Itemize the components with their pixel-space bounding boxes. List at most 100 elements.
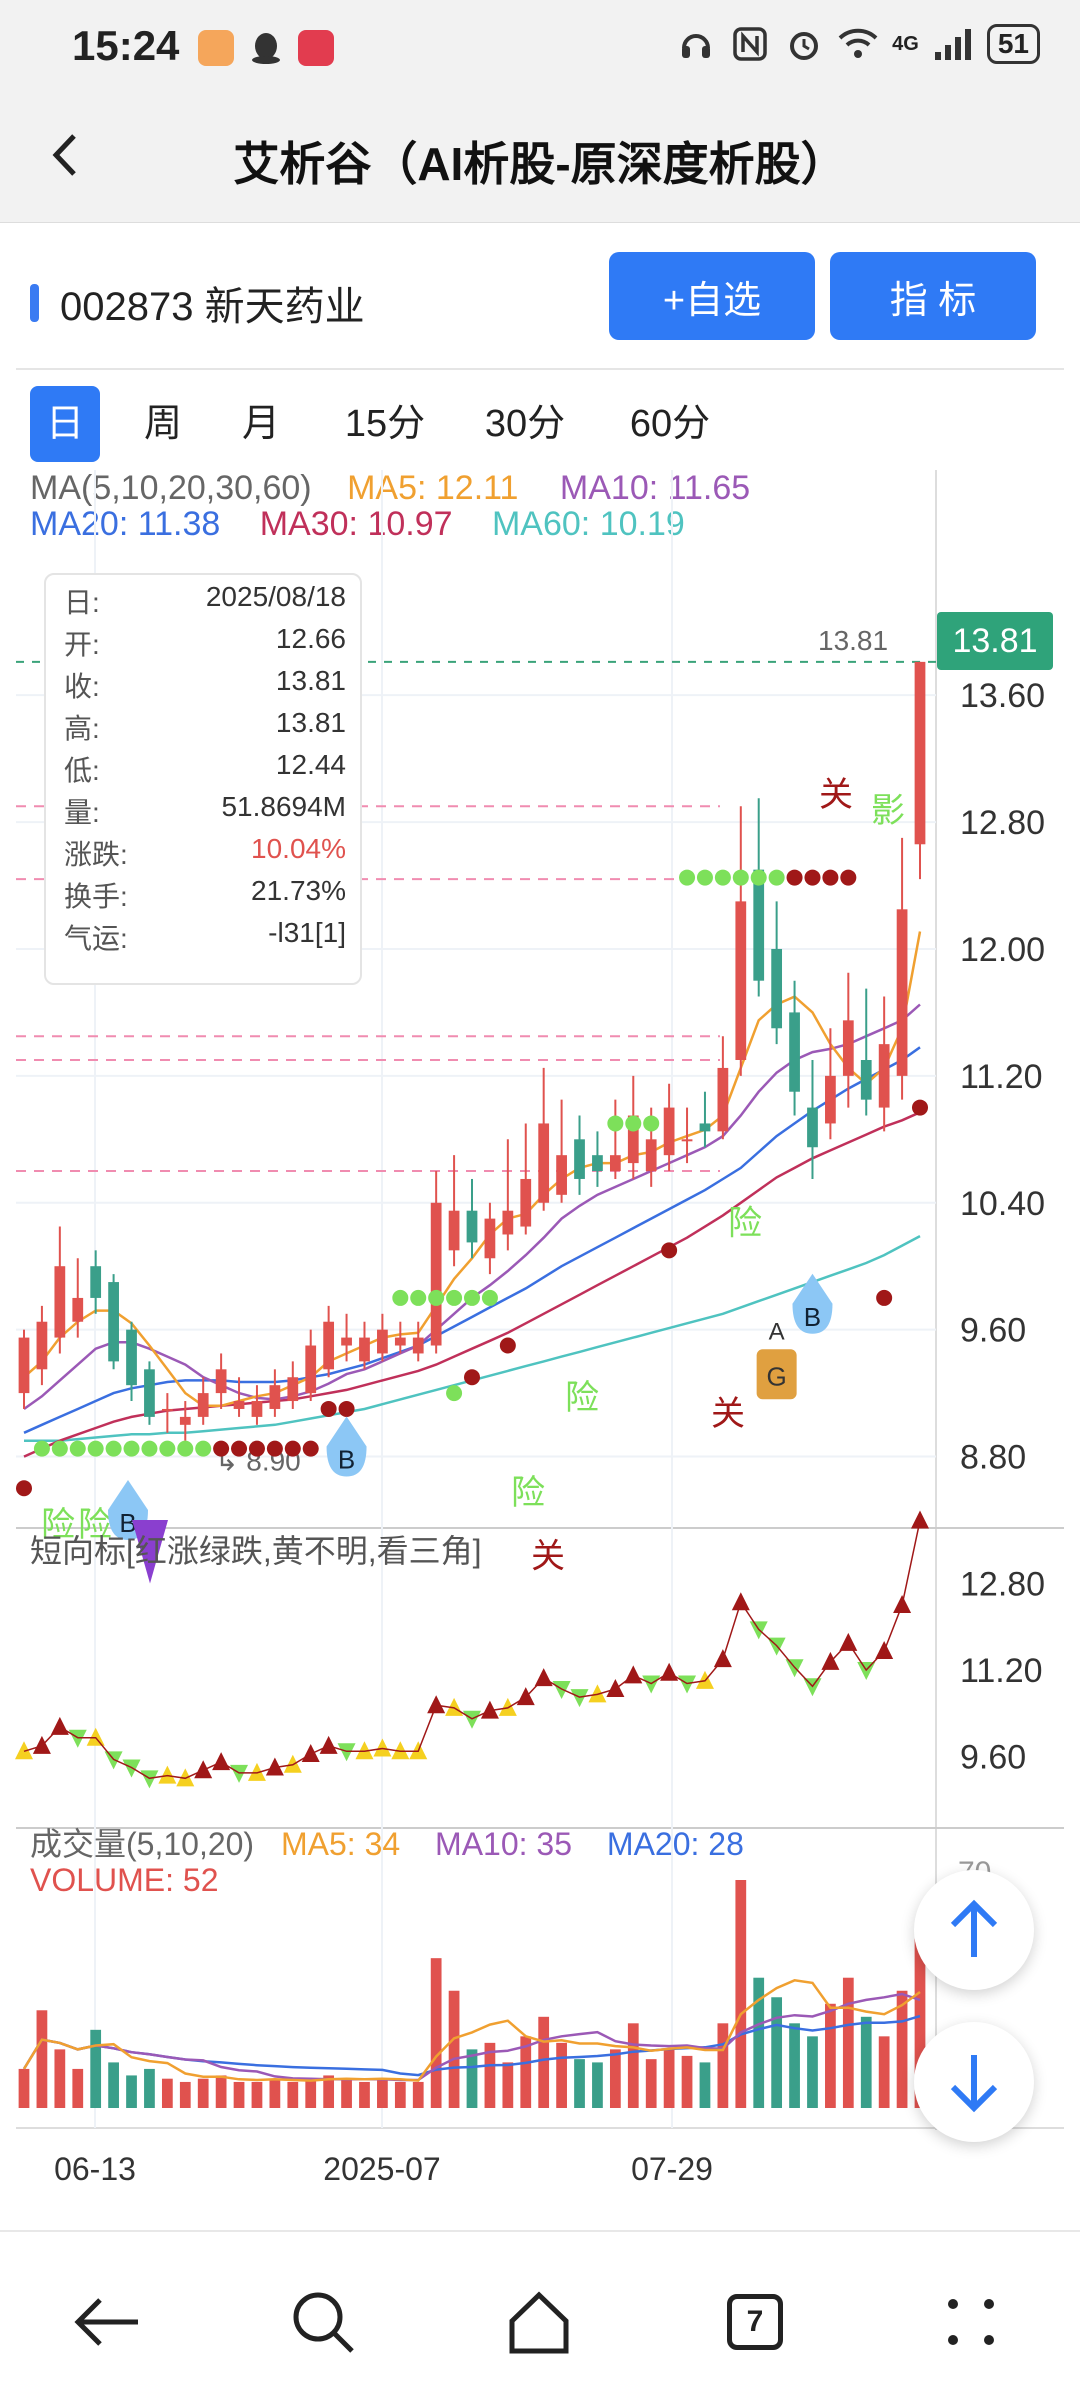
volume-legend: 成交量(5,10,20) MA5: 34 MA10: 35 MA20: 28 V… (30, 1826, 744, 1898)
signal-dot (195, 1440, 212, 1457)
home-icon (509, 2291, 569, 2354)
volume-bar (753, 1977, 765, 2108)
info-row: 开: 12.66 (64, 623, 346, 665)
volume-bar (287, 2081, 299, 2108)
tab-30min[interactable]: 30分 (484, 403, 566, 445)
indicator-triangle (104, 1751, 123, 1770)
candle-body (825, 1075, 836, 1124)
indicator-triangle (427, 1695, 446, 1714)
buy-marker-text: B (804, 1302, 821, 1332)
candle-body (90, 1266, 102, 1298)
app-badge-icon (298, 30, 334, 66)
info-row: 收: 13.81 (64, 665, 346, 707)
scroll-up-button[interactable] (914, 1870, 1034, 1990)
volume-bar (54, 2049, 66, 2108)
volume-bar (233, 2081, 245, 2108)
indicator-triangle (212, 1752, 231, 1771)
candle-body (735, 901, 747, 1060)
indicator-triangle (86, 1727, 105, 1746)
volume-bar (914, 1938, 926, 2108)
a-marker-text: A (769, 1319, 785, 1346)
volume-bar (896, 1990, 908, 2108)
nav-tabs-button[interactable]: 7 (710, 2282, 800, 2362)
volume-bar (627, 2023, 639, 2108)
nav-home-button[interactable] (494, 2282, 584, 2362)
tab-60min[interactable]: 60分 (629, 403, 711, 445)
volume-bar (108, 2062, 119, 2108)
volume-bar (538, 2016, 550, 2108)
signal-dot (141, 1440, 158, 1457)
signal-dot (464, 1369, 480, 1386)
volume-bar (556, 2042, 567, 2108)
volume-bar (412, 2081, 424, 2108)
g-marker (756, 1349, 797, 1400)
candle-body (914, 661, 926, 845)
signal-dot (69, 1440, 86, 1457)
add-watchlist-button[interactable]: +自选 (609, 252, 815, 340)
candle-body (359, 1337, 370, 1362)
info-row: 气运: -l31[1] (64, 917, 346, 959)
vol-ma5-line (22, 1979, 921, 2082)
signal-dot (912, 1099, 928, 1116)
tab-day[interactable]: 日 (30, 386, 100, 462)
last-price-tag: 13.81 (937, 612, 1053, 670)
volume-bar (771, 1997, 783, 2108)
candle-body (663, 1107, 675, 1156)
scroll-down-button[interactable] (914, 2022, 1034, 2142)
info-value: 12.66 (275, 623, 346, 654)
info-key: 气运: (64, 923, 128, 954)
signal-dot (446, 1385, 463, 1402)
volume-bar (502, 2062, 514, 2108)
indicator-line (23, 1520, 921, 1780)
indicator-triangle (15, 1741, 33, 1760)
ma60-value: MA60: 10.19 (491, 505, 685, 543)
signal-dot (105, 1440, 122, 1457)
candle-body (412, 1337, 424, 1354)
signal-dot (123, 1440, 140, 1457)
status-bar: 15:24 4G 51 (0, 0, 1080, 90)
volume-bar (215, 2075, 227, 2108)
volume-bar (681, 2055, 693, 2108)
nav-back-button[interactable] (62, 2282, 152, 2362)
price-axis-label: 8.80 (960, 1439, 1026, 1477)
indicator-triangle (911, 1510, 929, 1529)
candlestick-chart[interactable]: 13.6012.8012.0011.2010.409.608.8013.81↳ … (0, 470, 1080, 2210)
candle-body (466, 1210, 478, 1243)
candle-body (179, 1416, 191, 1425)
info-value: 12.44 (275, 749, 346, 780)
candle-body (753, 869, 765, 981)
ma-legend: MA(5,10,20,30,60) MA5: 12.11 MA10: 11.65… (30, 470, 750, 542)
volume-bar (251, 2081, 263, 2108)
info-row: 量: 51.8694M (64, 791, 346, 833)
signal-dot (33, 1440, 50, 1457)
info-key: 日: (64, 587, 100, 618)
nav-menu-button[interactable] (926, 2282, 1016, 2362)
volume-bar (484, 2042, 496, 2108)
volume-bar (842, 1977, 854, 2108)
info-key: 开: (64, 629, 100, 660)
tab-15min[interactable]: 15分 (344, 403, 426, 445)
signal-dot (338, 1400, 355, 1417)
indicator-triangle (678, 1675, 697, 1694)
volume-bar (878, 2036, 890, 2108)
tab-week[interactable]: 周 (143, 403, 182, 445)
nav-search-button[interactable] (278, 2282, 368, 2362)
back-button[interactable] (32, 120, 102, 190)
ma-legend-row2: MA20: 11.38 MA30: 10.97 MA60: 10.19 (30, 506, 750, 542)
tab-month[interactable]: 月 (241, 403, 280, 445)
price-axis-label: 11.20 (960, 1058, 1043, 1096)
indicator-triangle (570, 1689, 589, 1708)
candle-body (377, 1329, 388, 1354)
signal-dot (16, 1480, 32, 1497)
indicator-button[interactable]: 指 标 (830, 252, 1036, 340)
candle-body (645, 1139, 657, 1172)
indicator-triangle (534, 1668, 553, 1687)
signal-dot (786, 869, 803, 886)
ma20-value: MA20: 11.38 (30, 505, 221, 543)
indicator-triangle (480, 1700, 499, 1719)
indicator-triangle (140, 1770, 159, 1789)
volume-bar (592, 2062, 603, 2108)
indicator-triangle (606, 1678, 625, 1697)
signal-dot (840, 869, 857, 886)
signal-dot (481, 1289, 498, 1306)
